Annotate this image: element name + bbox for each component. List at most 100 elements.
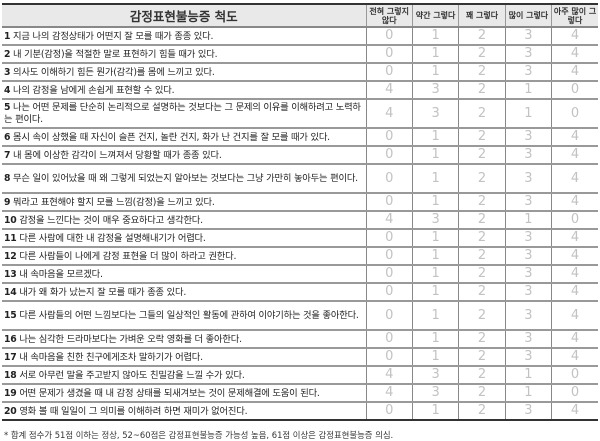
score-cell[interactable]: 4: [551, 45, 598, 64]
score-cell[interactable]: 4: [551, 265, 598, 284]
score-cell[interactable]: 3: [411, 99, 459, 129]
score-cell[interactable]: 4: [551, 27, 598, 46]
score-cell[interactable]: 1: [411, 128, 459, 147]
score-cell[interactable]: 2: [458, 146, 506, 165]
score-cell[interactable]: 0: [551, 366, 598, 385]
score-cell[interactable]: 0: [365, 27, 413, 46]
score-cell[interactable]: 4: [551, 164, 598, 194]
score-cell[interactable]: 0: [365, 348, 413, 367]
score-cell[interactable]: 4: [551, 402, 598, 420]
score-cell[interactable]: 3: [504, 402, 552, 420]
score-cell[interactable]: 3: [504, 193, 552, 212]
score-cell[interactable]: 2: [458, 265, 506, 284]
score-cell[interactable]: 3: [504, 164, 552, 194]
score-cell[interactable]: 0: [551, 99, 598, 129]
score-cell[interactable]: 0: [365, 164, 413, 194]
score-cell[interactable]: 1: [411, 45, 459, 64]
score-cell[interactable]: 2: [458, 128, 506, 147]
score-cell[interactable]: 4: [551, 348, 598, 367]
score-cell[interactable]: 4: [551, 247, 598, 266]
score-cell[interactable]: 2: [458, 45, 506, 64]
score-cell[interactable]: 2: [458, 193, 506, 212]
score-cell[interactable]: 3: [504, 330, 552, 349]
score-cell[interactable]: 3: [504, 247, 552, 266]
score-cell[interactable]: 1: [411, 164, 459, 194]
score-cell[interactable]: 2: [458, 301, 506, 331]
score-cell[interactable]: 4: [551, 63, 598, 82]
score-cell[interactable]: 2: [458, 211, 506, 230]
score-cell[interactable]: 3: [411, 366, 459, 385]
score-cell[interactable]: 4: [551, 283, 598, 302]
score-cell[interactable]: 4: [551, 301, 598, 331]
score-cell[interactable]: 1: [411, 301, 459, 331]
score-cell[interactable]: 4: [365, 384, 413, 403]
score-cell[interactable]: 2: [458, 247, 506, 266]
score-cell[interactable]: 3: [504, 128, 552, 147]
score-cell[interactable]: 1: [504, 211, 552, 230]
score-cell[interactable]: 2: [458, 384, 506, 403]
score-cell[interactable]: 0: [365, 45, 413, 64]
score-cell[interactable]: 0: [365, 402, 413, 420]
score-cell[interactable]: 1: [411, 348, 459, 367]
score-cell[interactable]: 4: [365, 99, 413, 129]
score-cell[interactable]: 1: [411, 265, 459, 284]
score-cell[interactable]: 2: [458, 81, 506, 100]
score-cell[interactable]: 2: [458, 229, 506, 248]
score-cell[interactable]: 1: [504, 366, 552, 385]
score-cell[interactable]: 4: [551, 193, 598, 212]
score-cell[interactable]: 4: [365, 366, 413, 385]
score-cell[interactable]: 0: [365, 265, 413, 284]
score-cell[interactable]: 3: [504, 348, 552, 367]
score-cell[interactable]: 2: [458, 348, 506, 367]
score-cell[interactable]: 0: [365, 146, 413, 165]
score-cell[interactable]: 1: [504, 99, 552, 129]
score-cell[interactable]: 3: [411, 384, 459, 403]
score-cell[interactable]: 1: [411, 27, 459, 46]
score-cell[interactable]: 3: [504, 283, 552, 302]
score-cell[interactable]: 4: [551, 229, 598, 248]
score-cell[interactable]: 2: [458, 99, 506, 129]
score-cell[interactable]: 3: [411, 81, 459, 100]
score-cell[interactable]: 0: [551, 211, 598, 230]
score-cell[interactable]: 1: [411, 247, 459, 266]
score-cell[interactable]: 3: [504, 229, 552, 248]
score-cell[interactable]: 0: [365, 193, 413, 212]
score-cell[interactable]: 3: [504, 301, 552, 331]
score-cell[interactable]: 3: [504, 265, 552, 284]
score-cell[interactable]: 0: [551, 384, 598, 403]
score-cell[interactable]: 2: [458, 402, 506, 420]
score-cell[interactable]: 1: [504, 384, 552, 403]
score-cell[interactable]: 0: [365, 301, 413, 331]
score-cell[interactable]: 0: [365, 330, 413, 349]
score-cell[interactable]: 0: [365, 283, 413, 302]
score-cell[interactable]: 2: [458, 283, 506, 302]
score-cell[interactable]: 0: [551, 81, 598, 100]
score-cell[interactable]: 1: [504, 81, 552, 100]
score-cell[interactable]: 3: [504, 45, 552, 64]
score-cell[interactable]: 1: [411, 330, 459, 349]
score-cell[interactable]: 0: [365, 247, 413, 266]
score-cell[interactable]: 3: [411, 211, 459, 230]
score-cell[interactable]: 4: [551, 146, 598, 165]
score-cell[interactable]: 1: [411, 402, 459, 420]
score-cell[interactable]: 1: [411, 193, 459, 212]
score-cell[interactable]: 0: [365, 63, 413, 82]
score-cell[interactable]: 2: [458, 63, 506, 82]
score-cell[interactable]: 1: [411, 146, 459, 165]
score-cell[interactable]: 1: [411, 229, 459, 248]
score-cell[interactable]: 2: [458, 330, 506, 349]
score-cell[interactable]: 0: [365, 128, 413, 147]
score-cell[interactable]: 4: [551, 128, 598, 147]
score-cell[interactable]: 2: [458, 366, 506, 385]
score-cell[interactable]: 3: [504, 27, 552, 46]
score-cell[interactable]: 4: [365, 81, 413, 100]
score-cell[interactable]: 4: [365, 211, 413, 230]
score-cell[interactable]: 1: [411, 63, 459, 82]
score-cell[interactable]: 3: [504, 146, 552, 165]
score-cell[interactable]: 3: [504, 63, 552, 82]
score-cell[interactable]: 0: [365, 229, 413, 248]
score-cell[interactable]: 1: [411, 283, 459, 302]
score-cell[interactable]: 2: [458, 164, 506, 194]
score-cell[interactable]: 2: [458, 27, 506, 46]
score-cell[interactable]: 4: [551, 330, 598, 349]
